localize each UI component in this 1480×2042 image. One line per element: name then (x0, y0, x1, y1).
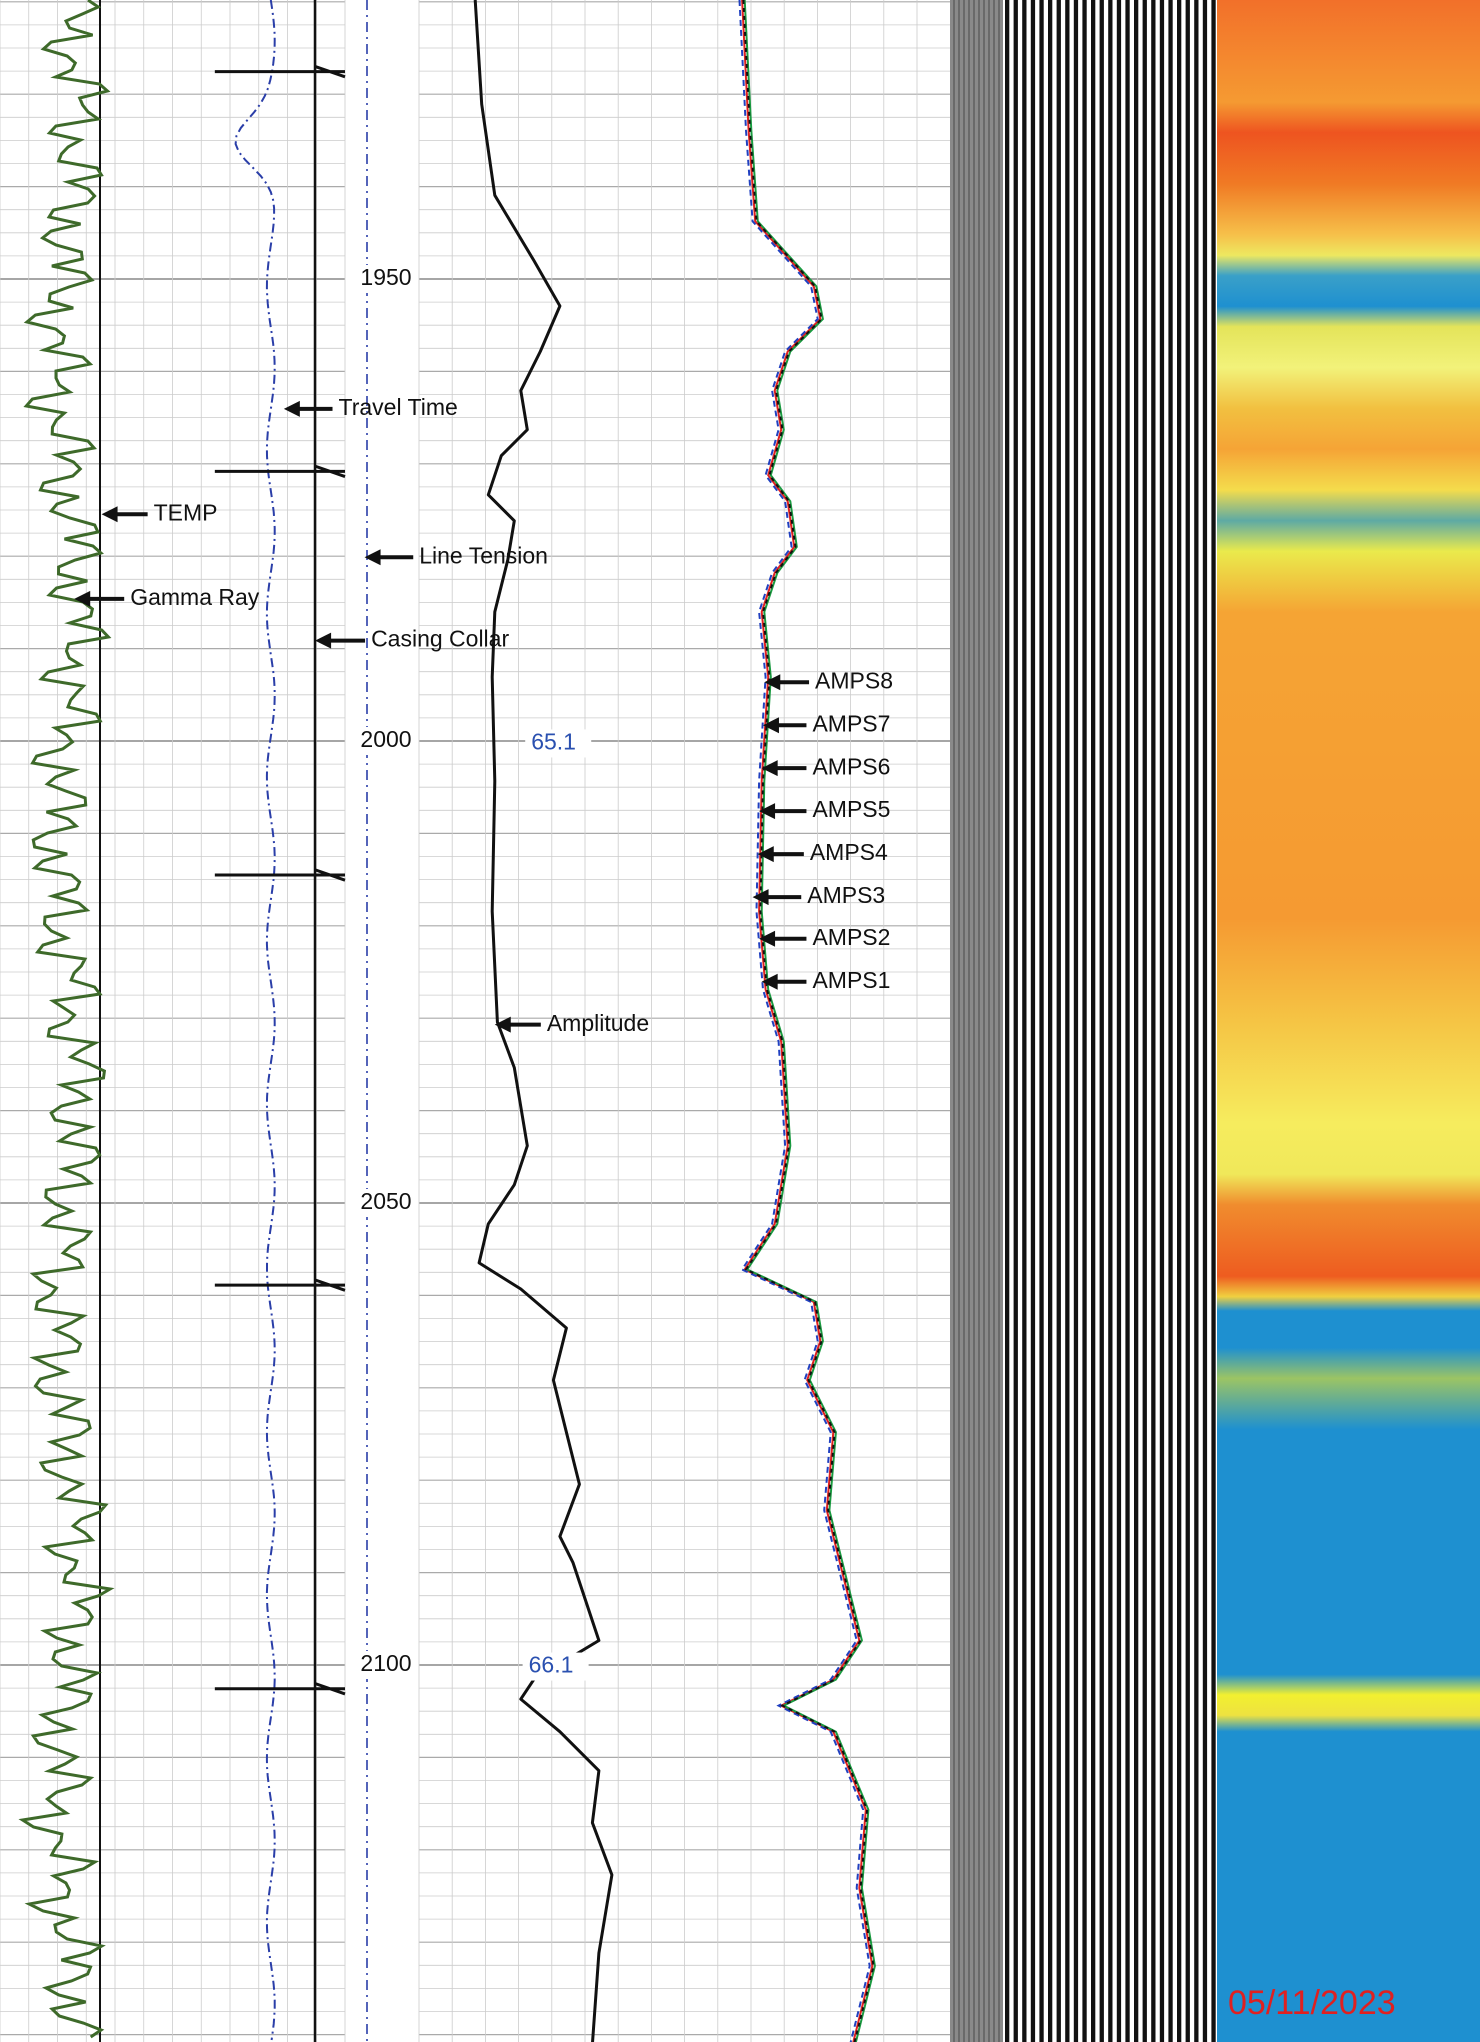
vdl-stripe (963, 0, 965, 2042)
amps-curve (738, 0, 871, 2042)
annotation: AMPS1 (812, 967, 890, 993)
arrow-head (761, 760, 778, 777)
vdl-stripe (973, 0, 975, 2042)
arrow-head (494, 1016, 511, 1033)
amplitude-label: 65.1 (531, 729, 576, 755)
annotation: AMPS4 (810, 839, 888, 865)
arrow-head (761, 973, 778, 990)
depth-bg (355, 1189, 417, 1217)
vdl-stripe (958, 0, 960, 2042)
casing-collar (214, 464, 346, 478)
vdl-stripe (998, 0, 1000, 2042)
vdl-stripe (1099, 0, 1104, 2042)
casing-collar (214, 64, 346, 79)
vdl-stripe (1108, 0, 1113, 2042)
vdl-stripe (1005, 0, 1010, 2042)
depth-label: 1950 (360, 264, 411, 290)
depth-bg (355, 265, 417, 293)
vdl-stripe (1091, 0, 1096, 2042)
vdl-stripe (988, 0, 990, 2042)
annotation: AMPS7 (812, 710, 890, 736)
casing-collar (214, 1278, 346, 1292)
vdl-stripe (1125, 0, 1130, 2042)
annotation: AMPS6 (812, 753, 890, 779)
annotation: Gamma Ray (130, 584, 260, 610)
annotation: AMPS8 (815, 667, 893, 693)
vdl-stripe (1065, 0, 1070, 2042)
amplitude-label: 66.1 (529, 1652, 574, 1678)
vdl-stripe (1082, 0, 1087, 2042)
arrow-head (762, 717, 779, 734)
vdl-stripe (1194, 0, 1199, 2042)
vdl-stripe (1039, 0, 1044, 2042)
arrow-head (752, 889, 769, 906)
arrow-head (759, 803, 776, 820)
arrow-head (315, 632, 332, 649)
vdl-stripe (983, 0, 985, 2042)
vdl-stripe (1168, 0, 1173, 2042)
annotation: Amplitude (547, 1010, 649, 1036)
amps-curve (742, 0, 875, 2042)
vdl-stripe (1134, 0, 1139, 2042)
depth-bg (355, 727, 417, 755)
arrow-head (364, 549, 381, 566)
amp-label-bg (525, 729, 592, 758)
date: 05/11/2023 (1228, 1984, 1396, 2022)
labels: 1950 2000 2050 2100 65.1 66.1 Travel Time TEMP L… (74, 264, 893, 1681)
vdl-stripe (1013, 0, 1018, 2042)
annotation: Travel Time (339, 394, 458, 420)
vdl-stripe (1185, 0, 1190, 2042)
vdl-stripe (1048, 0, 1053, 2042)
annotation: AMPS5 (812, 796, 890, 822)
vdl-stripe (1142, 0, 1147, 2042)
casing-collar (214, 1682, 346, 1696)
annotation: Casing Collar (371, 626, 509, 652)
arrow-head (757, 846, 774, 863)
depth-bg (355, 1651, 417, 1679)
depth-label: 2050 (360, 1188, 411, 1214)
vdl (953, 0, 1216, 2042)
casing-collar (214, 868, 346, 882)
vdl-stripe (978, 0, 980, 2042)
vdl-stripe (993, 0, 995, 2042)
vdl-stripe (1022, 0, 1027, 2042)
annotation: Line Tension (419, 542, 548, 568)
arrow-head (764, 674, 781, 691)
vdl-stripe (1116, 0, 1122, 2042)
amps-curve (741, 0, 874, 2042)
vdl-stripe (1056, 0, 1061, 2042)
vdl-stripe (953, 0, 955, 2042)
annotation: TEMP (154, 499, 218, 525)
travel-time (234, 0, 276, 2041)
arrow-head (101, 506, 118, 523)
vdl-stripe (1159, 0, 1165, 2042)
arrow-head (74, 590, 91, 607)
amp-label-bg (522, 1652, 589, 1681)
arrow-head (759, 930, 776, 947)
depth-label: 2000 (360, 726, 411, 752)
annotation: AMPS2 (812, 924, 890, 950)
vdl-stripe (1177, 0, 1182, 2042)
vdl-stripe (1151, 0, 1156, 2042)
amplitude (473, 0, 614, 2042)
cement-map (1217, 0, 1480, 2042)
vdl-stripe (1211, 0, 1216, 2042)
vdl-gray-strip (950, 0, 1003, 2042)
amps-curve (743, 0, 876, 2042)
vdl-stripe (968, 0, 970, 2042)
grid (0, 0, 950, 2042)
annotation: AMPS3 (807, 882, 885, 908)
vdl-stripe (1202, 0, 1208, 2042)
gamma-ray (18, 0, 115, 2039)
vdl-stripe (1073, 0, 1079, 2042)
vdl-stripe (1030, 0, 1036, 2042)
curves (18, 0, 876, 2042)
arrow-head (283, 400, 300, 417)
depth-label: 2100 (360, 1650, 411, 1676)
